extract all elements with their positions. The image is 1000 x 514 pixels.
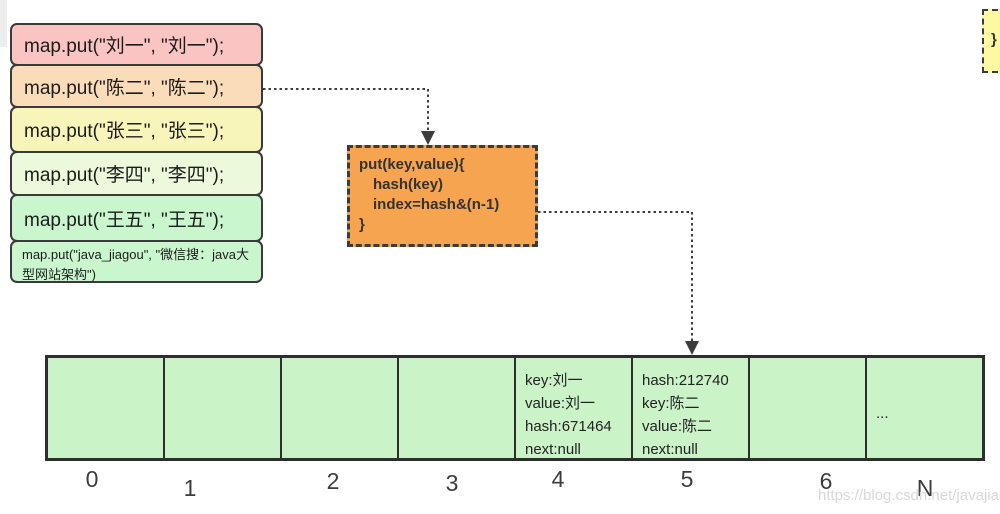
bucket-cell-2 (280, 358, 397, 458)
ellipsis-text: ... (876, 405, 889, 422)
map-put-call-text: map.put("陈二", "陈二"); (24, 77, 225, 99)
put-function-line: hash(key) (373, 176, 444, 193)
arrowhead-call-to-put (421, 131, 435, 145)
bucket-cell-n: ... (865, 358, 982, 458)
arrow-put-to-bucket (538, 211, 693, 341)
left-edge-strip (0, 0, 7, 47)
map-put-call-liuyi: map.put("刘一", "刘一"); (10, 23, 263, 66)
entry-line: next:null (642, 441, 698, 458)
bucket-array: key:刘一 value:刘一 hash:671464 next:null ha… (45, 355, 985, 461)
bucket-cell-4: key:刘一 value:刘一 hash:671464 next:null (514, 358, 631, 458)
bucket-cell-0 (48, 358, 163, 458)
arrow-call-to-put (263, 88, 429, 131)
map-put-call-text: map.put("王五", "王五"); (24, 209, 225, 231)
map-put-call-wangwu: map.put("王五", "王五"); (10, 194, 263, 242)
put-function-line: index=hash&(n-1) (373, 196, 500, 213)
put-function-line: } (359, 216, 365, 233)
arrowhead-put-to-bucket (685, 341, 699, 355)
map-put-call-text: map.put("李四", "李四"); (24, 165, 225, 186)
put-function-line: put(key,value){ (359, 156, 465, 173)
index-label-4: 4 (551, 466, 565, 492)
map-put-call-zhangsan: map.put("张三", "张三"); (10, 106, 263, 153)
entry-line: hash:671464 (525, 418, 612, 435)
map-put-call-chener: map.put("陈二", "陈二"); (10, 64, 263, 108)
index-label-n: N (916, 475, 934, 501)
entry-line: value:刘一 (525, 395, 596, 412)
index-label-5: 5 (680, 466, 694, 492)
clipped-note-box: } (982, 9, 1000, 73)
entry-line: key:刘一 (525, 372, 583, 389)
map-put-call-text: map.put("张三", "张三"); (24, 121, 225, 142)
map-put-call-lisi: map.put("李四", "李四"); (10, 151, 263, 196)
entry-line: value:陈二 (642, 418, 713, 435)
index-label-2: 2 (326, 468, 340, 494)
bucket-cell-3 (397, 358, 514, 458)
bucket-cell-6 (748, 358, 865, 458)
put-function-box: put(key,value){ hash(key) index=hash&(n-… (347, 145, 538, 247)
map-put-call-list: map.put("刘一", "刘一"); map.put("陈二", "陈二")… (10, 23, 263, 283)
index-label-6: 6 (819, 468, 833, 494)
entry-line: hash:212740 (642, 372, 729, 389)
clipped-note-text: } (991, 31, 997, 48)
map-put-call-text: map.put("java_jiagou", "微信搜：java大型网站架构") (22, 247, 249, 282)
entry-line: next:null (525, 441, 581, 458)
map-put-call-text: map.put("刘一", "刘一"); (24, 36, 225, 57)
bucket-cell-5: hash:212740 key:陈二 value:陈二 next:null (631, 358, 748, 458)
index-label-3: 3 (445, 470, 459, 496)
entry-line: key:陈二 (642, 395, 700, 412)
watermark: https://blog.csdn.net/javajiagou (818, 487, 1000, 504)
index-label-1: 1 (183, 475, 197, 501)
map-put-call-javajiagou: map.put("java_jiagou", "微信搜：java大型网站架构") (10, 240, 263, 283)
index-label-0: 0 (85, 466, 99, 492)
bucket-cell-1 (163, 358, 280, 458)
